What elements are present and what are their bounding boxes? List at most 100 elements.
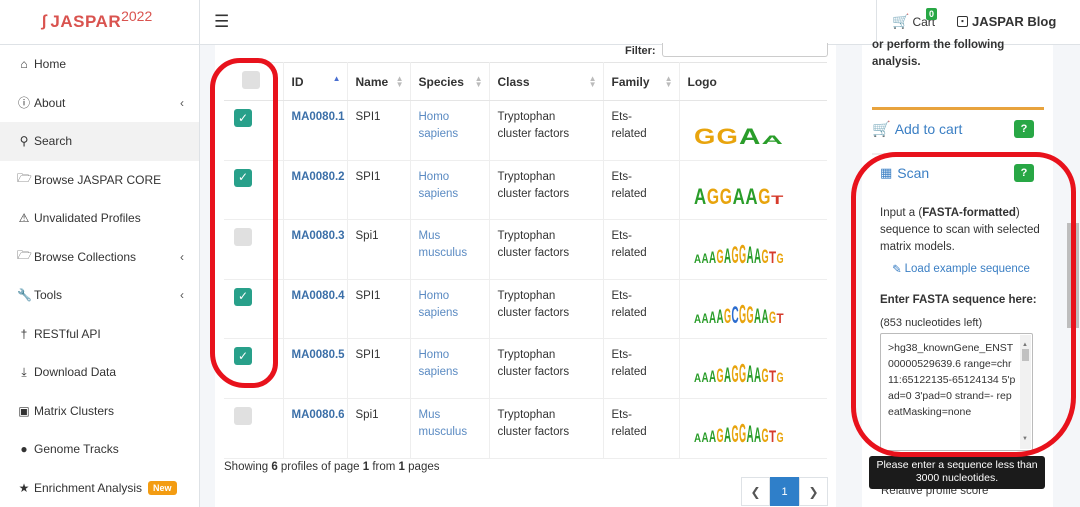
- brand-year: 2022: [121, 8, 153, 24]
- sidebar-item-genome-tracks[interactable]: ● Genome Tracks: [0, 430, 199, 469]
- row-checkbox[interactable]: ✓: [234, 287, 252, 306]
- search-icon: ⚲: [19, 134, 29, 149]
- profile-id-link[interactable]: MA0080.2: [291, 170, 345, 183]
- scan-description: Input a (FASTA-formatted) sequence to sc…: [880, 205, 1040, 256]
- species-genus: Mus: [418, 408, 441, 421]
- row-checkbox[interactable]: [234, 228, 252, 247]
- logo-letter: G: [694, 124, 715, 149]
- help-button[interactable]: ?: [1014, 119, 1034, 138]
- col-header-id[interactable]: ID ▲: [283, 62, 348, 101]
- col-header-class[interactable]: Class ▲ ▼: [489, 62, 604, 101]
- load-example-link[interactable]: ✎ Load example sequence: [892, 262, 1030, 276]
- scrollbar-thumb[interactable]: [1067, 223, 1079, 328]
- page-1-button[interactable]: 1: [770, 477, 799, 506]
- row-select-cell: ✓: [224, 279, 284, 340]
- col-header-label: ID: [291, 74, 304, 89]
- summary-text: pages: [404, 461, 440, 473]
- top-navbar: ☰ 🛒 Cart 0 ⋅ JASPAR Blog: [200, 0, 1080, 45]
- profile-id-link[interactable]: MA0080.6: [291, 408, 345, 421]
- row-checkbox[interactable]: [234, 406, 252, 425]
- col-header-label: Family: [611, 74, 650, 89]
- cart-link[interactable]: 🛒 Cart 0: [892, 8, 938, 30]
- table-row[interactable]: ✓ MA0080.1 SPI1 Homo sapiens Tryptophan cluste…: [224, 100, 827, 161]
- logo-letter: T: [776, 310, 783, 326]
- family-line-1: Ets-: [611, 289, 632, 302]
- logo-letter: T: [769, 427, 777, 446]
- prev-page-button[interactable]: ❮: [741, 477, 770, 506]
- star-icon: ★: [18, 480, 30, 495]
- sidebar-item-browse-collections[interactable]: 🗁 Browse Collections ‹: [0, 238, 199, 277]
- new-badge: New: [148, 480, 177, 495]
- filter-input[interactable]: [662, 43, 828, 57]
- logo-letter: G: [776, 369, 783, 385]
- sidebar-item-about[interactable]: ⓘ About ‹: [0, 84, 199, 123]
- sidebar-item-tools[interactable]: 🔧 Tools ‹: [0, 276, 199, 315]
- family-cell: Ets-related: [603, 219, 680, 280]
- sidebar-item-unvalidated[interactable]: ⚠ Unvalidated Profiles: [0, 199, 199, 238]
- brand-logo[interactable]: ∫ JASPAR 2022: [0, 0, 200, 45]
- plug-icon: †: [20, 326, 28, 341]
- chevron-left-icon: ‹: [180, 249, 184, 264]
- species-link[interactable]: Homo sapiens: [419, 290, 459, 319]
- col-header-species[interactable]: Species ▲ ▼: [410, 62, 490, 101]
- species-link[interactable]: Homo sapiens: [419, 111, 459, 140]
- menu-toggle-icon[interactable]: ☰: [214, 12, 230, 31]
- species-cell: Homo sapiens: [410, 160, 490, 221]
- add-to-cart-button[interactable]: 🛒 Add to cart: [872, 120, 962, 138]
- cart-icon: 🛒: [872, 120, 891, 138]
- sidebar-item-download[interactable]: ⤓ Download Data: [0, 353, 199, 392]
- species-link[interactable]: Homo sapiens: [419, 349, 459, 378]
- blog-link[interactable]: ⋅ JASPAR Blog: [957, 14, 1056, 29]
- sidebar-item-restful-api[interactable]: † RESTful API: [0, 315, 199, 354]
- profile-id-link[interactable]: MA0080.4: [291, 289, 345, 302]
- col-header-family[interactable]: Family ▲ ▼: [603, 62, 680, 101]
- table-row[interactable]: MA0080.3 Spi1 Mus musculus Tryptophan cluster…: [224, 219, 827, 280]
- sidebar-item-search[interactable]: ⚲ Search: [0, 122, 199, 161]
- table-row[interactable]: MA0080.6 Spi1 Mus musculus Tryptophan cluster…: [224, 398, 827, 459]
- row-checkbox[interactable]: ✓: [234, 109, 252, 127]
- logo-letter: G: [739, 358, 746, 387]
- family-line-1: Ets-: [611, 349, 632, 362]
- textarea-scrollbar[interactable]: ▲ ▼: [1020, 335, 1031, 449]
- logo-letter: A: [694, 312, 701, 326]
- add-to-cart-box: 🛒 Add to cart ?: [872, 107, 1044, 147]
- table-header-row: ID ▲ Name ▲ ▼ Species ▲ ▼ Class ▲ ▼ Family ▲ ▼ Lo…: [224, 62, 827, 101]
- species-link[interactable]: Mus musculus: [419, 409, 468, 438]
- scan-help-button[interactable]: ?: [1014, 164, 1034, 182]
- logo-letter: G: [739, 239, 746, 268]
- profile-id-link[interactable]: MA0080.5: [291, 349, 345, 362]
- fasta-value: >hg38_knownGene_ENST00000529639.6 range=…: [888, 342, 1016, 418]
- sidebar-item-browse-core[interactable]: 🗁 Browse JASPAR CORE: [0, 161, 199, 200]
- row-checkbox[interactable]: ✓: [234, 347, 252, 366]
- next-page-button[interactable]: ❯: [799, 477, 828, 506]
- summary-text: from: [369, 461, 399, 473]
- class-line-2: cluster factors: [497, 425, 570, 438]
- profile-id-link[interactable]: MA0080.3: [291, 230, 345, 243]
- logo-letter: G: [716, 124, 737, 149]
- profile-name: SPI1: [355, 289, 381, 302]
- species-link[interactable]: Homo sapiens: [419, 171, 459, 200]
- table-row[interactable]: ✓ MA0080.2 SPI1 Homo sapiens Tryptophan cluste…: [224, 160, 827, 221]
- scan-title: ▦ Scan: [880, 165, 929, 181]
- sidebar-item-home[interactable]: ⌂ Home: [0, 45, 199, 84]
- sidebar-item-matrix-clusters[interactable]: ▣ Matrix Clusters: [0, 392, 199, 431]
- fasta-textarea[interactable]: >hg38_knownGene_ENST00000529639.6 range=…: [880, 333, 1033, 451]
- logo-letter: G: [716, 247, 723, 268]
- row-checkbox[interactable]: ✓: [234, 168, 252, 187]
- col-header-name[interactable]: Name ▲ ▼: [347, 62, 411, 101]
- table-row[interactable]: ✓ MA0080.5 SPI1 Homo sapiens Tryptophan cluste…: [224, 338, 827, 399]
- profile-id-link[interactable]: MA0080.1: [291, 111, 345, 123]
- page-scrollbar[interactable]: [1066, 45, 1080, 507]
- species-link[interactable]: Mus musculus: [419, 230, 468, 259]
- sidebar-item-enrichment[interactable]: ★ Enrichment Analysis New: [0, 469, 199, 507]
- logo-letter: G: [706, 184, 718, 209]
- select-all-checkbox[interactable]: [242, 71, 260, 89]
- table-row[interactable]: ✓ MA0080.4 SPI1 Homo sapiens Tryptophan cluste…: [224, 279, 827, 340]
